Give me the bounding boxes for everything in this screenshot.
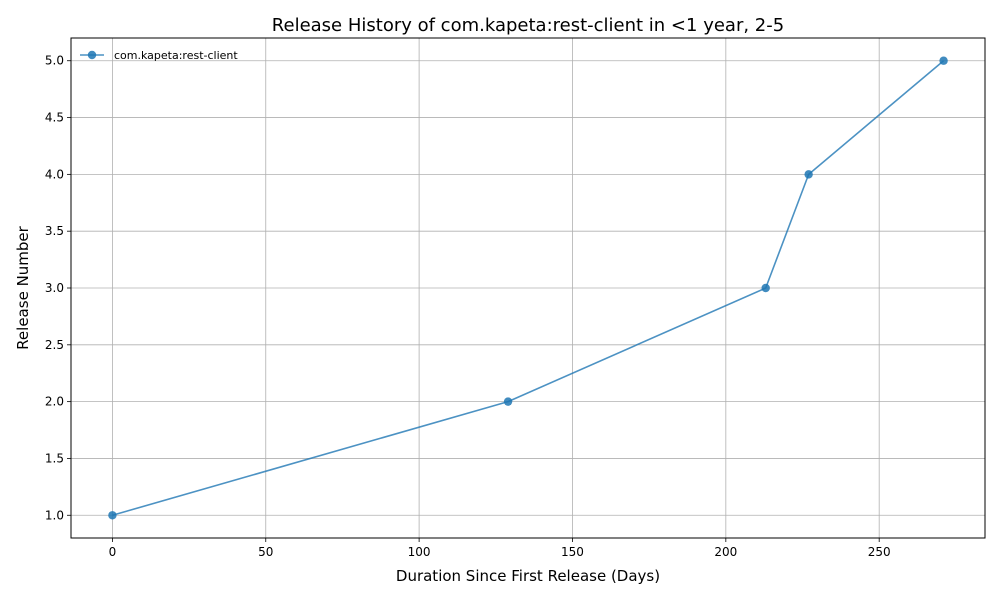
- x-axis-ticks: 0 50 100 150 200 250: [109, 538, 891, 559]
- y-tick-label: 1.0: [45, 508, 64, 522]
- data-point: [761, 283, 770, 293]
- y-tick-label: 3.0: [45, 281, 64, 295]
- y-axis-title: Release Number: [14, 225, 32, 349]
- legend: com.kapeta:rest-client: [80, 49, 238, 62]
- y-tick-label: 2.0: [45, 395, 64, 409]
- y-tick-label: 4.0: [45, 167, 64, 181]
- data-point: [503, 397, 513, 406]
- y-tick-label: 1.5: [45, 451, 64, 465]
- data-point: [939, 56, 948, 65]
- y-tick-label: 2.5: [45, 338, 64, 352]
- x-tick-label: 50: [258, 545, 273, 559]
- legend-marker-swatch: [87, 50, 97, 60]
- x-tick-label: 200: [714, 545, 737, 559]
- series-layer: [108, 56, 948, 520]
- x-axis-title: Duration Since First Release (Days): [396, 567, 660, 585]
- chart-title: Release History of com.kapeta:rest-clien…: [272, 15, 784, 36]
- data-point: [108, 511, 117, 520]
- y-tick-label: 5.0: [45, 54, 64, 68]
- x-tick-label: 250: [868, 545, 891, 559]
- x-tick-label: 100: [408, 545, 431, 559]
- y-tick-label: 4.5: [45, 111, 64, 125]
- x-tick-label: 150: [561, 545, 584, 559]
- x-tick-label: 0: [109, 545, 117, 559]
- y-tick-label: 3.5: [45, 224, 64, 238]
- legend-label: com.kapeta:rest-client: [114, 49, 238, 62]
- grid-lines: [71, 38, 985, 538]
- y-axis-ticks: 1.0 1.5 2.0 2.5 3.0 3.5 4.0 4.5 5.0: [45, 54, 71, 522]
- data-point: [804, 170, 813, 179]
